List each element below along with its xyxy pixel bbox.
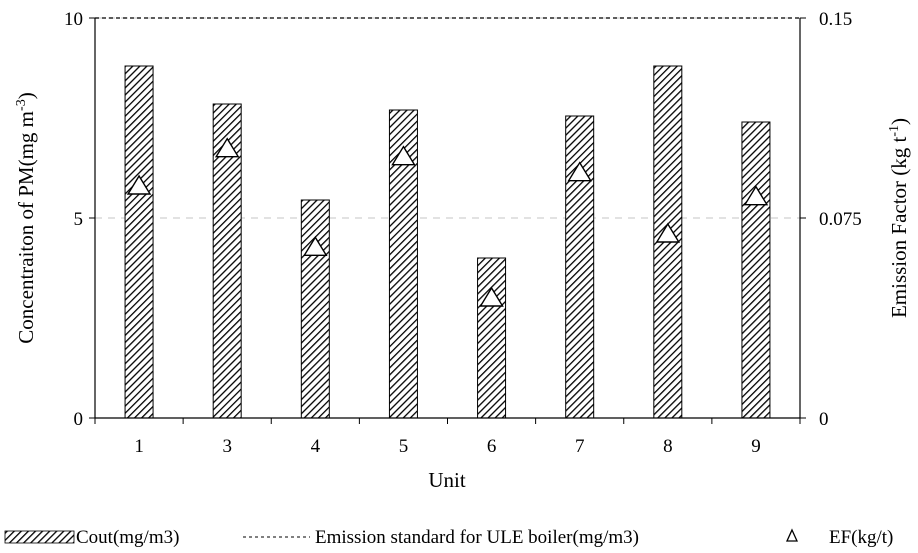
bar [477,257,507,419]
y-tick-label: 10 [64,9,83,30]
bar [124,65,154,419]
y2-axis-title-suffix: ) [887,118,911,125]
y-axis-title-suffix: ) [14,92,38,99]
y-axis-title-sup: -3 [14,99,29,111]
ef-marker [214,137,240,158]
ef-marker [479,286,504,307]
x-tick-label: 8 [663,436,673,457]
y-tick-label: 0 [74,409,84,430]
y2-axis-title: Emission Factor (kg t-1) [887,118,911,318]
x-axis-title: Unit [428,468,466,492]
legend-triangle-icon [785,528,799,542]
grid-layer [95,17,800,219]
legend: Cout(mg/m3) Emission standard for ULE bo… [4,527,893,548]
x-tick-label: 9 [751,436,761,457]
bar [741,121,771,419]
y2-axis-title-sup: -1 [887,125,902,137]
ef-marker [743,185,769,206]
legend-bar-swatch [4,530,75,544]
legend-standard-label: Emission standard for ULE boiler(mg/m3) [315,527,639,548]
y-axis-title-main: Concentraiton of PM(mg m [14,111,38,344]
x-tick-label: 5 [399,436,409,457]
ef-marker [303,235,328,257]
ef-marker [655,222,681,243]
bar [565,115,595,419]
x-tick-label: 3 [222,436,232,457]
y-tick-label: 5 [74,209,84,230]
marker-layer [126,137,769,307]
legend-bar-label: Cout(mg/m3) [76,527,179,548]
y2-tick-label: 0 [819,409,829,430]
y2-tick-label: 0.15 [819,9,852,30]
x-tick-label: 4 [311,436,321,457]
legend-item-standard: Emission standard for ULE boiler(mg/m3) [243,527,639,548]
ef-marker [567,161,592,182]
ef-marker [391,145,416,166]
ef-marker [126,174,152,195]
legend-ef-label: EF(kg/t) [829,527,893,548]
legend-item-ef: EF(kg/t) [785,527,893,548]
legend-item-bar: Cout(mg/m3) [4,527,179,548]
tick-layer: 0 5 10 0 0.075 0.15 1 3 4 5 6 7 8 9 [64,9,862,457]
x-tick-label: 7 [575,436,585,457]
y-axis-title: Concentraiton of PM(mg m-3) [14,92,38,343]
x-tick-label: 1 [134,436,144,457]
y2-axis-title-main: Emission Factor (kg t [887,136,911,318]
x-tick-label: 6 [487,436,497,457]
y2-tick-label: 0.075 [819,209,862,230]
bar [300,199,330,419]
